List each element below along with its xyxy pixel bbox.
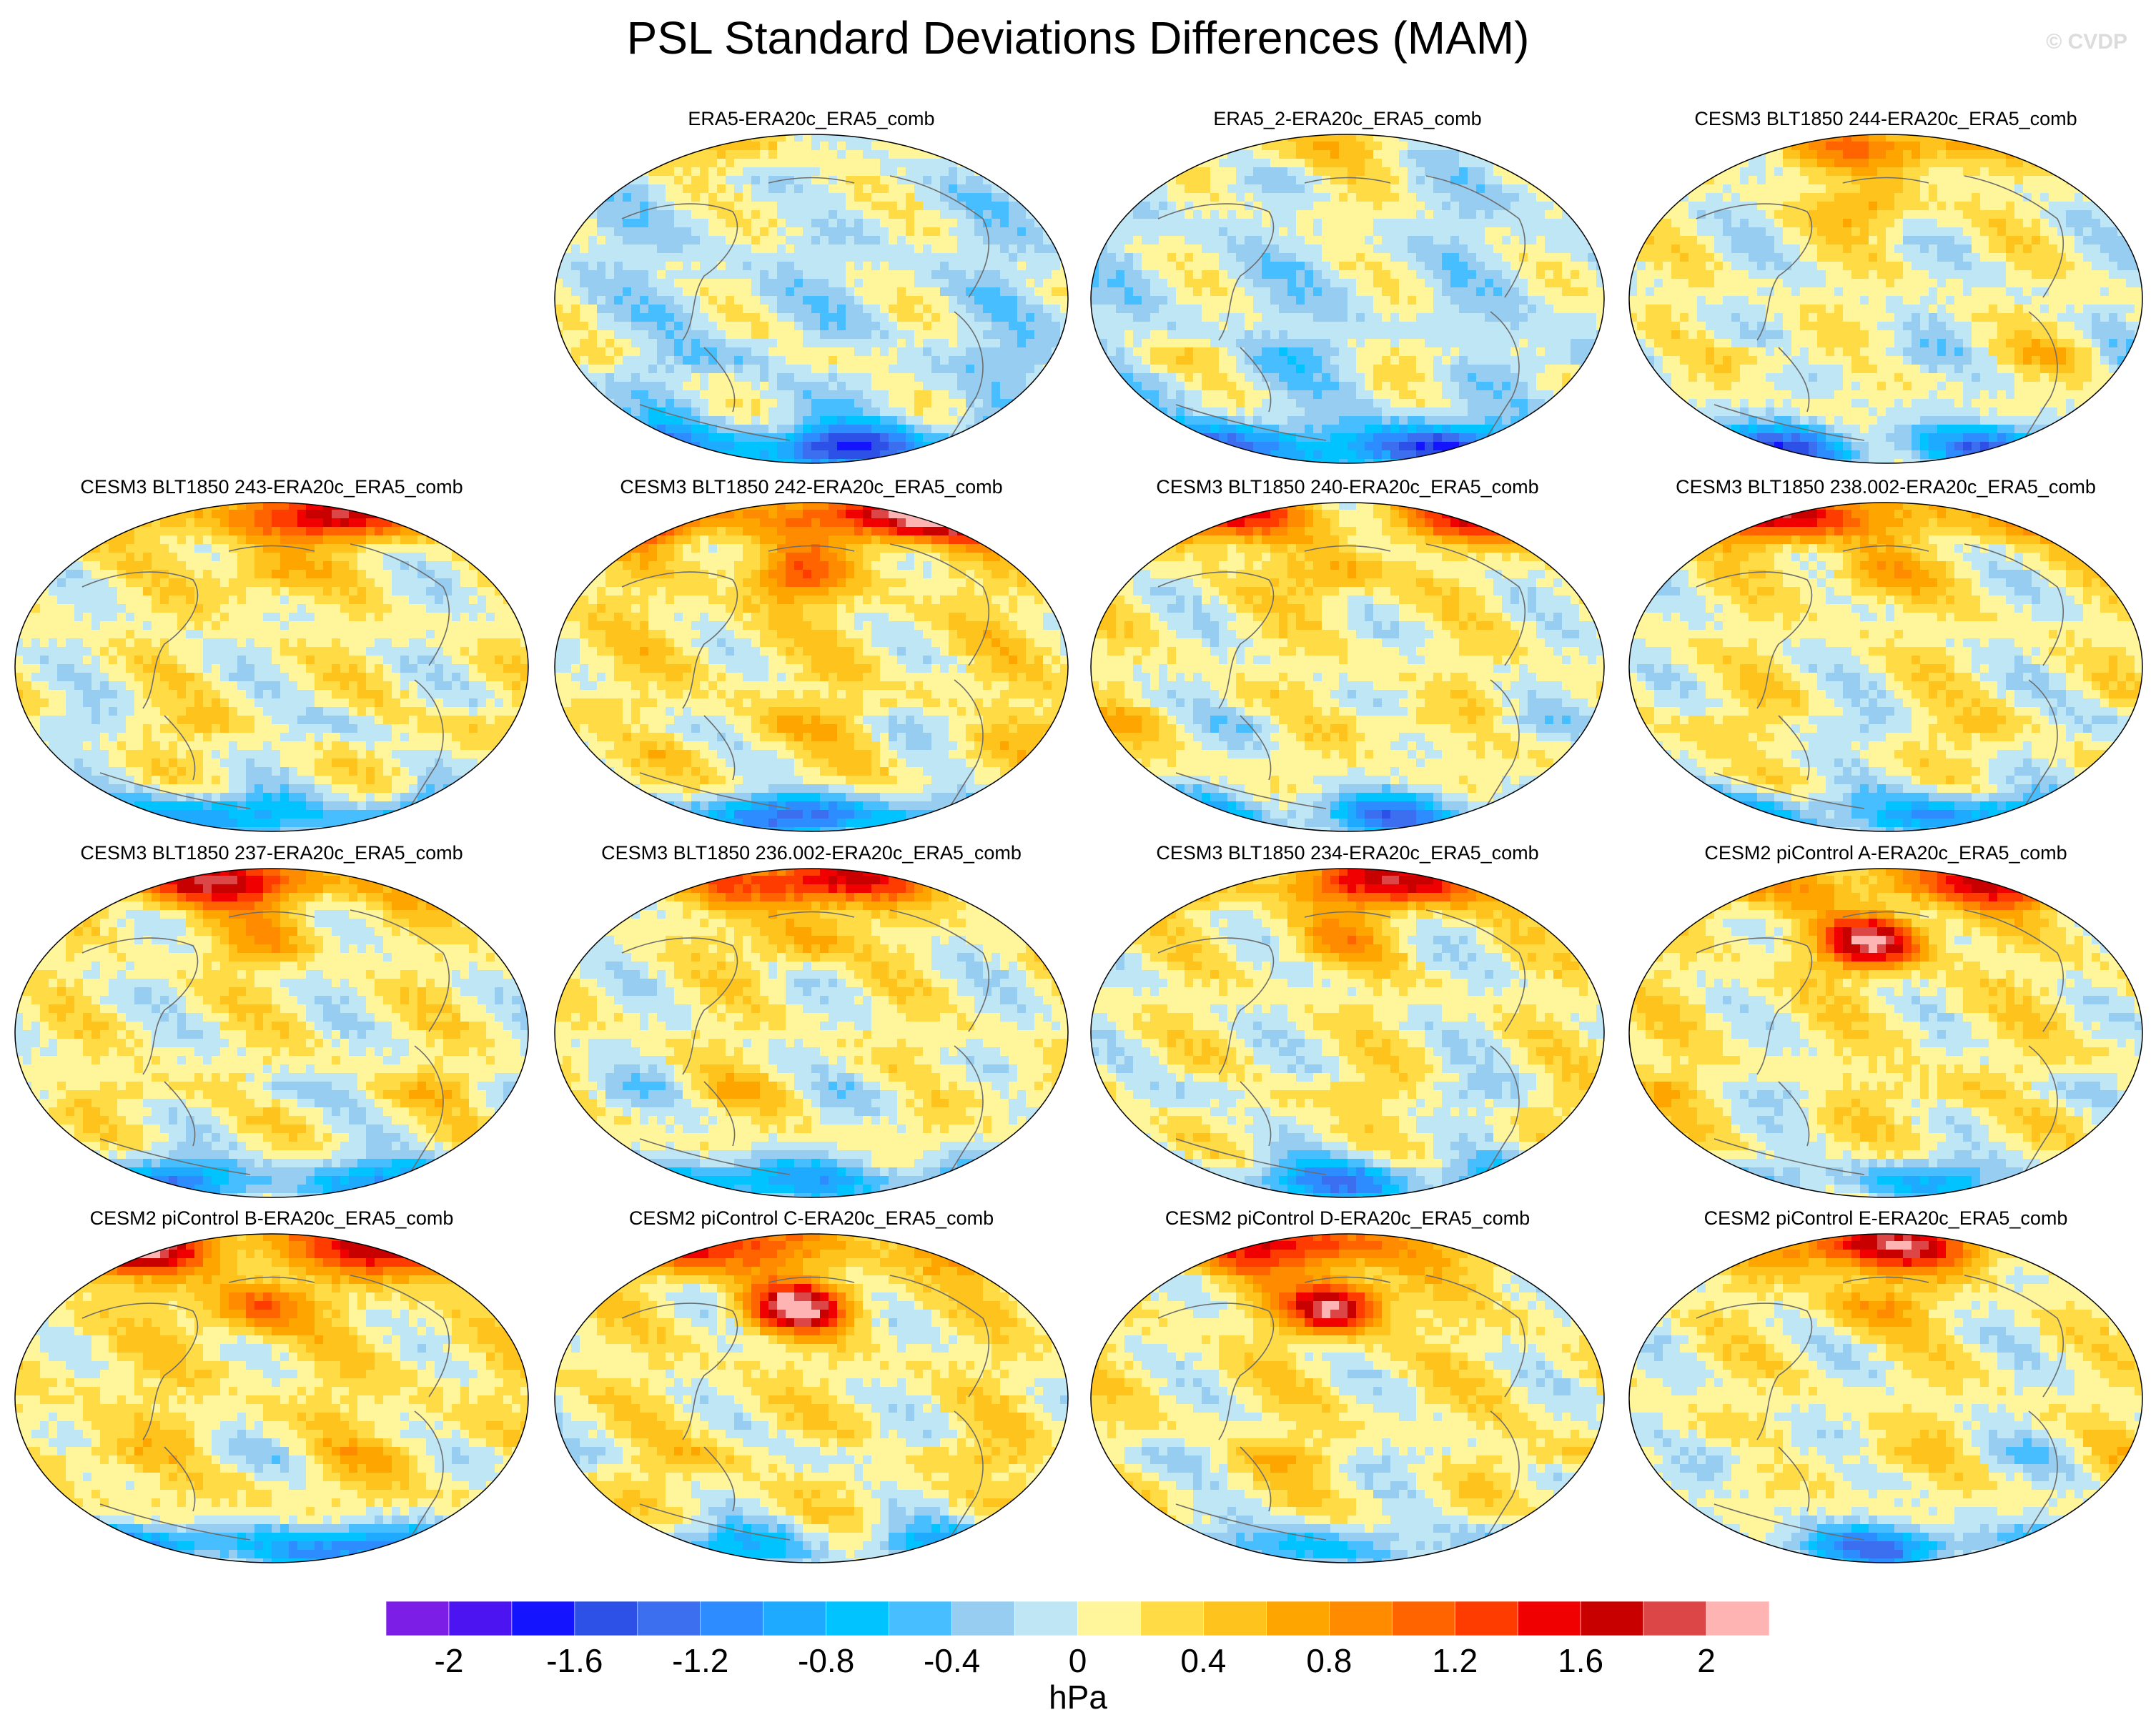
psl-difference-map (1090, 1233, 1605, 1563)
map-panel: CESM3 BLT1850 236.002-ERA20c_ERA5_comb (547, 841, 1076, 1199)
psl-difference-map (1090, 868, 1605, 1198)
cvdp-watermark: © CVDP (2046, 30, 2127, 54)
colorbar-bin (1014, 1601, 1078, 1636)
psl-difference-map (1628, 134, 2143, 464)
panel-title: CESM2 piControl A-ERA20c_ERA5_comb (1621, 841, 2150, 864)
map-panel: CESM3 BLT1850 244-ERA20c_ERA5_comb (1621, 107, 2150, 465)
colorbar-tick-label: 2 (1663, 1643, 1749, 1679)
psl-difference-map (1628, 868, 2143, 1198)
psl-difference-map (14, 1233, 529, 1563)
colorbar-tick-label: 0.4 (1160, 1643, 1246, 1679)
panel-title: CESM3 BLT1850 243-ERA20c_ERA5_comb (7, 475, 536, 498)
map-panel: CESM2 piControl C-ERA20c_ERA5_comb (547, 1207, 1076, 1564)
panel-title: CESM3 BLT1850 237-ERA20c_ERA5_comb (7, 841, 536, 864)
colorbar-bin (574, 1601, 638, 1636)
colorbar-bin (511, 1601, 575, 1636)
colorbar-tick-label: -1.2 (658, 1643, 743, 1679)
panel-title: CESM3 BLT1850 238.002-ERA20c_ERA5_comb (1621, 475, 2150, 498)
psl-difference-map (1628, 1233, 2143, 1563)
colorbar-bin (386, 1601, 450, 1636)
panel-title: CESM3 BLT1850 244-ERA20c_ERA5_comb (1621, 107, 2150, 130)
colorbar-bin (1077, 1601, 1141, 1636)
colorbar-tick-label: -0.4 (909, 1643, 995, 1679)
colorbar-tick-label: -0.8 (783, 1643, 869, 1679)
colorbar-tick-label: 0 (1035, 1643, 1121, 1679)
map-panel: ERA5-ERA20c_ERA5_comb (547, 107, 1076, 465)
panel-grid: ERA5-ERA20c_ERA5_comb ERA5_2-ERA20c_ERA5_… (7, 107, 2150, 1564)
colorbar-bin (1454, 1601, 1518, 1636)
colorbar-tick-label: 0.8 (1286, 1643, 1372, 1679)
colorbar-bin (826, 1601, 889, 1636)
colorbar-bin (1203, 1601, 1267, 1636)
colorbar-tick-label: -1.6 (532, 1643, 618, 1679)
map-panel: CESM3 BLT1850 238.002-ERA20c_ERA5_comb (1621, 475, 2150, 833)
map-panel: CESM2 piControl A-ERA20c_ERA5_comb (1621, 841, 2150, 1199)
figure-title: PSL Standard Deviations Differences (MAM… (0, 10, 2156, 66)
psl-difference-map (554, 1233, 1069, 1563)
map-panel: ERA5_2-ERA20c_ERA5_comb (1083, 107, 1612, 465)
psl-difference-map (1090, 502, 1605, 832)
colorbar-bin (1517, 1601, 1581, 1636)
colorbar-bin (1580, 1601, 1644, 1636)
colorbar-tick-label: -2 (406, 1643, 492, 1679)
colorbar-bin (889, 1601, 952, 1636)
map-panel: CESM2 piControl B-ERA20c_ERA5_comb (7, 1207, 536, 1564)
colorbar-tick-label: 1.6 (1538, 1643, 1623, 1679)
panel-title: CESM2 piControl E-ERA20c_ERA5_comb (1621, 1207, 2150, 1230)
colorbar-bin (637, 1601, 701, 1636)
panel-title: ERA5-ERA20c_ERA5_comb (547, 107, 1076, 130)
panel-title: CESM3 BLT1850 242-ERA20c_ERA5_comb (547, 475, 1076, 498)
psl-difference-map (14, 502, 529, 832)
panel-title: CESM2 piControl D-ERA20c_ERA5_comb (1083, 1207, 1612, 1230)
psl-difference-map (554, 868, 1069, 1198)
colorbar-bin (1140, 1601, 1204, 1636)
map-panel: CESM3 BLT1850 237-ERA20c_ERA5_comb (7, 841, 536, 1199)
colorbar (386, 1601, 1769, 1636)
map-panel: CESM2 piControl D-ERA20c_ERA5_comb (1083, 1207, 1612, 1564)
panel-title: CESM3 BLT1850 234-ERA20c_ERA5_comb (1083, 841, 1612, 864)
map-panel: CESM3 BLT1850 240-ERA20c_ERA5_comb (1083, 475, 1612, 833)
colorbar-bin (951, 1601, 1015, 1636)
panel-title: ERA5_2-ERA20c_ERA5_comb (1083, 107, 1612, 130)
psl-difference-map (14, 868, 529, 1198)
psl-difference-map (554, 134, 1069, 464)
psl-difference-map (554, 502, 1069, 832)
colorbar-bin (1266, 1601, 1330, 1636)
map-panel: CESM3 BLT1850 234-ERA20c_ERA5_comb (1083, 841, 1612, 1199)
colorbar-bin (700, 1601, 764, 1636)
panel-title: CESM3 BLT1850 236.002-ERA20c_ERA5_comb (547, 841, 1076, 864)
panel-title: CESM2 piControl B-ERA20c_ERA5_comb (7, 1207, 536, 1230)
map-panel: CESM3 BLT1850 243-ERA20c_ERA5_comb (7, 475, 536, 833)
colorbar-units: hPa (0, 1678, 2156, 1716)
colorbar-bin (1391, 1601, 1455, 1636)
map-panel: CESM2 piControl E-ERA20c_ERA5_comb (1621, 1207, 2150, 1564)
colorbar-bin (1329, 1601, 1393, 1636)
colorbar-bin (1643, 1601, 1707, 1636)
psl-difference-map (1090, 134, 1605, 464)
panel-title: CESM2 piControl C-ERA20c_ERA5_comb (547, 1207, 1076, 1230)
panel-title: CESM3 BLT1850 240-ERA20c_ERA5_comb (1083, 475, 1612, 498)
colorbar-bin (763, 1601, 826, 1636)
colorbar-tick-label: 1.2 (1412, 1643, 1498, 1679)
colorbar-bin (1706, 1601, 1769, 1636)
map-panel: CESM3 BLT1850 242-ERA20c_ERA5_comb (547, 475, 1076, 833)
colorbar-bin (448, 1601, 513, 1636)
psl-difference-map (1628, 502, 2143, 832)
